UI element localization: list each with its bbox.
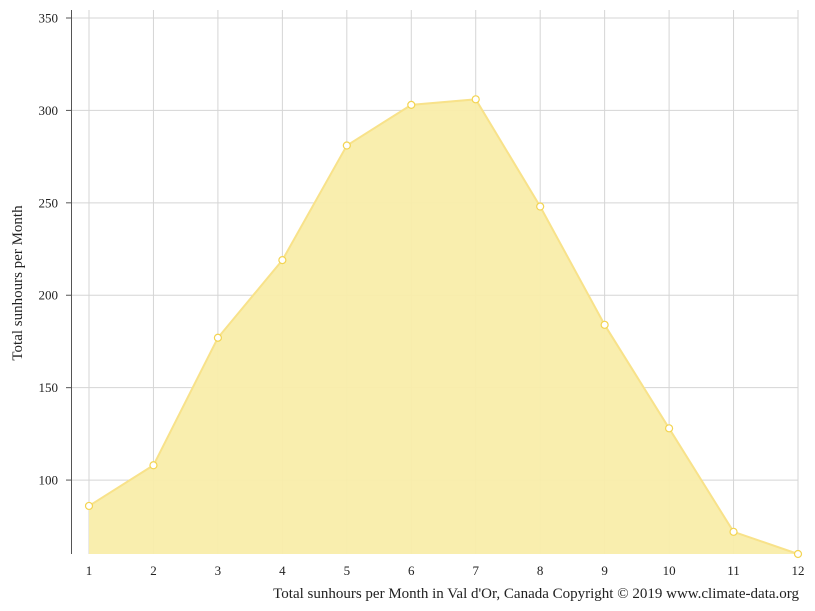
data-point: [84, 501, 94, 511]
data-point: [278, 256, 287, 265]
data-point: [342, 141, 351, 150]
y-tick-label: 300: [39, 103, 59, 118]
data-point: [729, 527, 738, 536]
x-tick-label: 6: [408, 563, 415, 578]
y-tick-label: 150: [39, 380, 59, 395]
y-axis-title: Total sunhours per Month: [10, 205, 26, 361]
y-tick-label: 350: [39, 11, 59, 26]
x-tick-labels: 1 2 3 4 5 6 7 8 9 10 11 12: [86, 563, 805, 578]
x-tick-label: 4: [279, 563, 286, 578]
data-point: [471, 95, 480, 104]
x-tick-label: 11: [727, 563, 740, 578]
y-tick-label: 200: [39, 288, 59, 303]
y-tick-label: 250: [39, 195, 59, 210]
y-tick-label: 100: [39, 473, 59, 488]
x-tick-label: 1: [86, 563, 93, 578]
x-tick-label: 2: [150, 563, 157, 578]
x-tick-label: 9: [601, 563, 608, 578]
data-point: [407, 100, 416, 109]
x-tick-label: 3: [215, 563, 222, 578]
data-point: [149, 461, 158, 470]
x-tick-label: 12: [792, 563, 805, 578]
x-tick-label: 7: [472, 563, 479, 578]
sunhours-line: [88, 98, 799, 555]
sunhours-area: [89, 99, 798, 555]
data-point: [664, 424, 674, 433]
data-points: [84, 95, 803, 559]
y-tick-labels: 100 150 200 250 300 350: [39, 11, 72, 488]
data-point: [213, 333, 223, 342]
data-point: [793, 549, 803, 559]
x-tick-label: 10: [663, 563, 676, 578]
data-point: [600, 320, 609, 329]
x-tick-label: 8: [537, 563, 544, 578]
chart-caption: Total sunhours per Month in Val d'Or, Ca…: [273, 586, 799, 602]
x-tick-label: 5: [344, 563, 351, 578]
data-point: [536, 202, 545, 211]
